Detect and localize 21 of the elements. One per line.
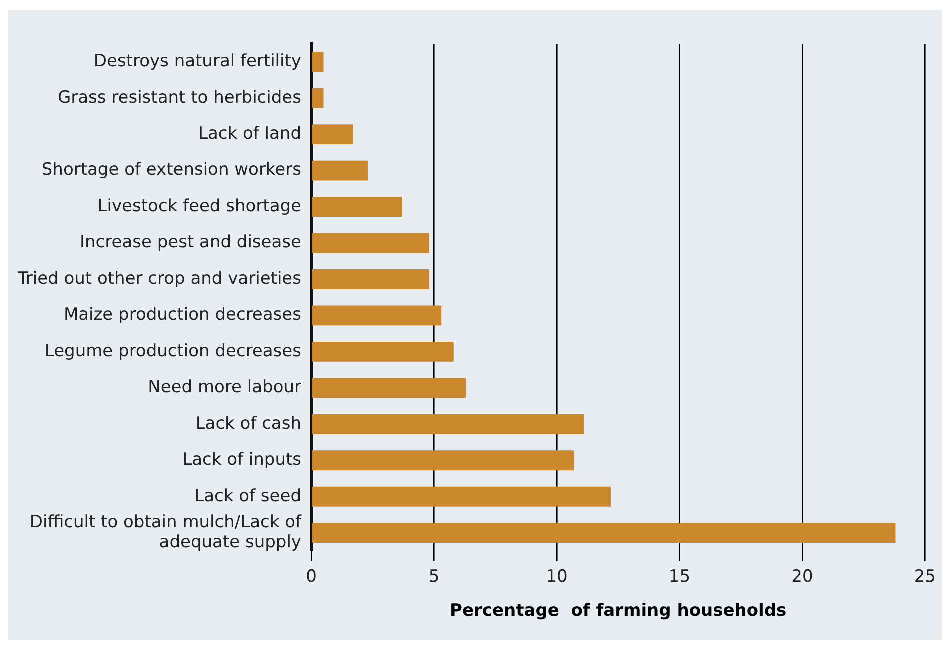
- y-tick-label: Increase pest and disease: [80, 232, 302, 253]
- x-tick-label: 5: [428, 566, 440, 587]
- y-tick-label: Lack of inputs: [182, 450, 302, 470]
- y-tick-label: Difficult to obtain mulch/Lack of adequate supply: [30, 512, 302, 553]
- x-tick-label: 0: [306, 566, 317, 587]
- y-tick-label: Lack of seed: [194, 486, 302, 506]
- y-tick-label: Maize production decreases: [64, 305, 302, 326]
- y-tick-label: Lack of cash: [196, 414, 302, 434]
- y-tick-label: Destroys natural fertility: [94, 52, 302, 72]
- y-tick-label: Shortage of extension workers: [42, 160, 302, 180]
- x-tick-label: 25: [914, 566, 936, 587]
- y-tick-label: Tried out other crop and varieties: [16, 268, 302, 289]
- y-tick-label: Lack of land: [198, 124, 302, 144]
- x-tick-label: 10: [546, 566, 568, 587]
- x-tick-label: 15: [668, 566, 691, 587]
- y-tick-label: Livestock feed shortage: [98, 196, 302, 216]
- y-tick-label: Grass resistant to herbicides: [58, 88, 302, 108]
- x-axis-title: Percentage of farming households: [450, 601, 787, 622]
- x-tick-label: 20: [792, 566, 814, 587]
- y-tick-label: Need more labour: [148, 378, 302, 398]
- y-tick-label: Legume production decreases: [44, 341, 302, 362]
